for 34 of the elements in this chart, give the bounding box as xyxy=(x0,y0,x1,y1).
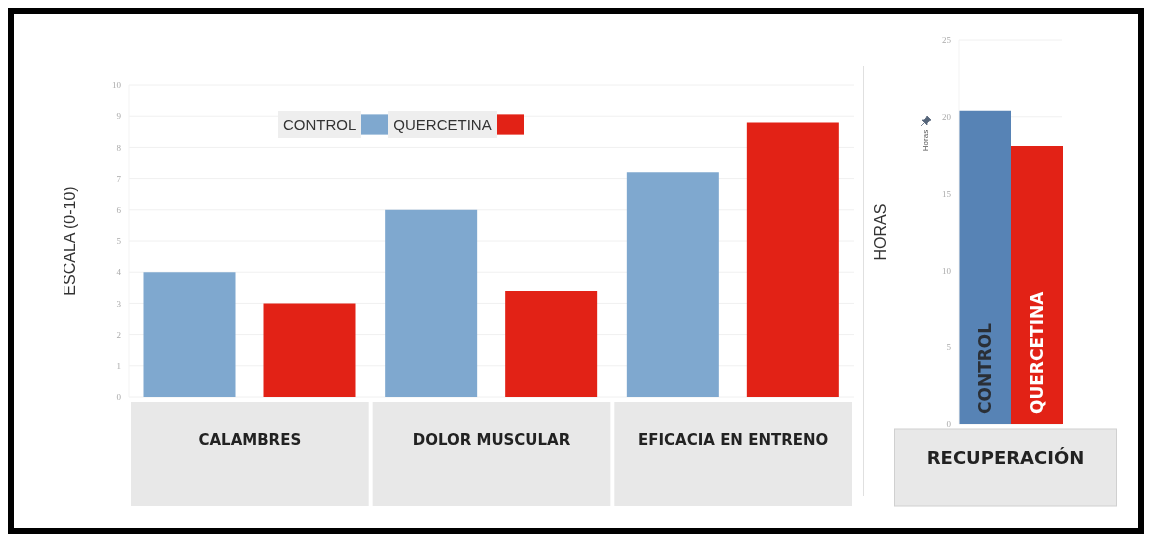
y-tick-label: 1 xyxy=(116,360,121,371)
y-axis-title: ESCALA (0-10) xyxy=(60,186,78,296)
y-tick-label: 5 xyxy=(116,236,122,247)
y-tick-label: 15 xyxy=(942,188,952,199)
y-tick-label: 10 xyxy=(942,265,952,276)
legend-label: QUERCETINA xyxy=(393,116,492,133)
y-tick-label: 6 xyxy=(116,205,122,215)
bar xyxy=(263,303,356,397)
y-tick-label: 7 xyxy=(116,173,122,184)
y-tick-label: 3 xyxy=(116,298,122,309)
y-tick-label: 5 xyxy=(946,342,952,353)
y-tick-label: 20 xyxy=(942,112,952,122)
y-tick-label: 2 xyxy=(116,329,121,340)
bar xyxy=(505,290,598,397)
y-tick-label: 9 xyxy=(116,111,122,122)
bar xyxy=(143,272,236,397)
series-label: CONTROL xyxy=(975,322,995,414)
y-tick-label: 8 xyxy=(116,142,122,153)
y-axis-title: HORAS xyxy=(871,203,889,261)
y-tick-label: 4 xyxy=(116,267,122,278)
bar xyxy=(746,122,839,397)
x-tick-label: EFICACIA EN ENTRENO xyxy=(638,431,829,449)
x-tick-label: DOLOR MUSCULAR xyxy=(412,431,571,449)
y-tick-label: 0 xyxy=(946,419,952,430)
bar xyxy=(385,209,478,397)
y-tick-label: 25 xyxy=(942,35,952,46)
y-tick-label: 0 xyxy=(116,392,122,403)
x-tick-label: RECUPERACIÓN xyxy=(926,447,1085,468)
legend-label: CONTROL xyxy=(283,116,357,133)
y-tick-label: 10 xyxy=(112,80,122,91)
bar xyxy=(626,172,719,397)
series-label: QUERCETINA xyxy=(1027,290,1047,414)
text: Horas xyxy=(920,128,930,154)
x-tick-label: CALAMBRES xyxy=(198,431,302,449)
